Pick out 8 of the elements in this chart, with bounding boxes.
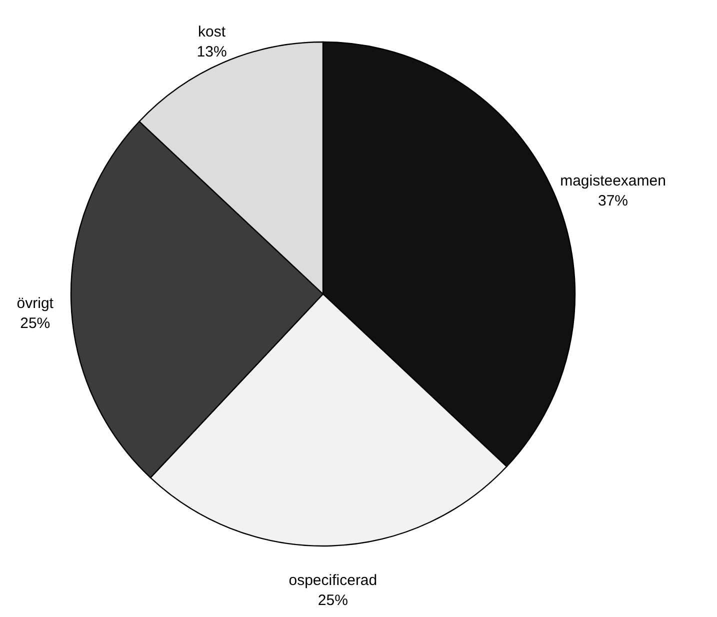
data-label: 37% [598, 192, 628, 210]
data-label: 25% [318, 592, 348, 609]
slice-label: kost [198, 24, 226, 41]
slice-label: övrigt [16, 294, 54, 312]
data-label: 13% [196, 44, 227, 61]
slice-label: magisteexamen [560, 172, 666, 190]
slice-label: ospecificerad [288, 572, 378, 589]
data-label: 25% [20, 314, 50, 332]
